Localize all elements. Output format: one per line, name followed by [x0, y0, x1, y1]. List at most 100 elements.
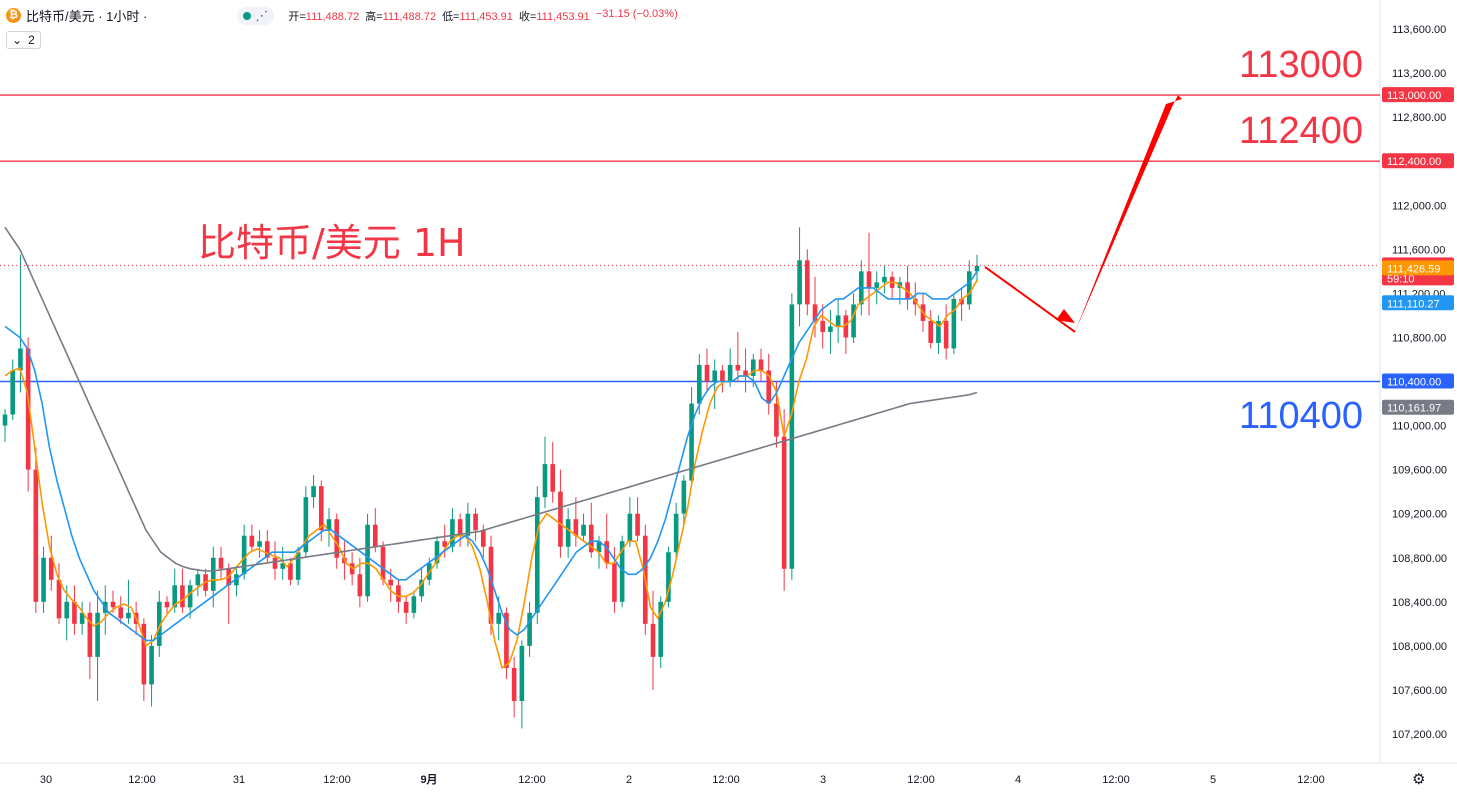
ma-mid-tag: 111,110.27 [1387, 298, 1440, 310]
level-label-110400: 110400 [1239, 395, 1363, 437]
candle-body [249, 535, 255, 547]
candle-body [727, 364, 733, 382]
candle-body [959, 298, 964, 305]
candle-body [95, 612, 100, 657]
candle-body [588, 524, 594, 553]
level-tag-113000-bg [1382, 87, 1454, 103]
candle-body [804, 260, 810, 305]
candle-body [689, 403, 694, 481]
candle-body [457, 519, 463, 536]
y-tick-label: 112,000.00 [1392, 200, 1446, 212]
candle-body [326, 519, 332, 531]
candle-body [18, 348, 23, 371]
candle-body [750, 359, 756, 376]
candle-body [558, 491, 563, 547]
indicator-toggle[interactable]: ⌄ 2 [6, 31, 41, 49]
candle-body [966, 271, 972, 305]
candle-body [542, 464, 548, 498]
candle-body [2, 414, 8, 426]
candle-body [419, 579, 424, 597]
candle-body [496, 612, 502, 624]
symbol-label[interactable]: 比特币/美元 · 1小时 · [26, 9, 148, 24]
gear-icon[interactable]: ⚙ [1412, 771, 1426, 788]
candle-body [465, 513, 471, 536]
candle-body [627, 513, 633, 542]
y-tick-label: 113,600.00 [1392, 24, 1446, 36]
candle-body [473, 513, 478, 531]
candle-body [504, 612, 509, 668]
candle-body [527, 612, 532, 646]
x-tick-label: 12:00 [712, 774, 740, 786]
candle-body [149, 645, 154, 685]
candle-body [774, 403, 779, 437]
y-tick-label: 108,400.00 [1392, 597, 1447, 609]
status-indicators[interactable]: ⋰ [237, 6, 275, 25]
candle-body [357, 574, 363, 597]
x-tick-label: 4 [1015, 774, 1021, 786]
ohlc-readout: 开=111,488.72 高=111,488.72 低=111,453.91 收… [288, 7, 678, 23]
candle-body [882, 276, 887, 283]
candle-body [488, 546, 494, 624]
candle-body [434, 541, 440, 564]
chevron-down-icon: ⌄ [12, 33, 23, 47]
candle-body [928, 320, 934, 343]
candle-body [126, 612, 131, 619]
x-tick-label: 12:00 [907, 774, 935, 786]
candle-body [10, 370, 16, 415]
candle-body [33, 469, 39, 602]
x-tick-label: 12:00 [1297, 774, 1325, 786]
candle-body [696, 364, 702, 404]
candle-body [334, 519, 340, 558]
candle-body [743, 370, 748, 376]
candle-body [195, 574, 201, 586]
share-icon[interactable]: ⋰ [255, 8, 269, 23]
x-tick-label: 5 [1210, 774, 1216, 786]
candle-body [25, 348, 31, 470]
candle-body [110, 601, 116, 608]
ma-slow-tag: 110,161.97 [1387, 403, 1441, 415]
candle-body [704, 364, 710, 382]
candle-body [797, 260, 802, 305]
x-tick-label: 9月 [420, 773, 437, 786]
indicator-count: 2 [28, 33, 35, 47]
y-tick-label: 109,200.00 [1392, 509, 1447, 521]
candle-body [866, 271, 872, 288]
candle-body [365, 524, 370, 597]
x-tick-label: 12:00 [128, 774, 156, 786]
candle-body [565, 519, 571, 547]
candle-body [442, 541, 448, 547]
level-label-112400: 112400 [1239, 110, 1363, 152]
candle-body [403, 601, 409, 613]
candle-body [820, 320, 826, 332]
chart-title: 比特币/美元 1H [198, 221, 466, 265]
candle-body [581, 524, 586, 536]
candle-body [288, 563, 293, 580]
candle-body [480, 530, 486, 547]
y-tick-label: 111,600.00 [1392, 244, 1445, 256]
candle-body [388, 579, 394, 586]
candle-body [936, 320, 941, 343]
candle-body [349, 563, 355, 575]
level-label-113000: 113000 [1239, 44, 1363, 86]
x-tick-label: 12:00 [518, 774, 546, 786]
candle-body [851, 304, 856, 338]
candle-body [48, 557, 54, 580]
forecast-arrowhead-down [1056, 309, 1075, 323]
candle-body [511, 667, 517, 701]
candle-body [218, 557, 224, 569]
candle-body [681, 480, 687, 514]
x-tick-label: 12:00 [1102, 774, 1130, 786]
candle-body [450, 519, 455, 547]
level-tag-112400-bg [1382, 153, 1454, 169]
candle-body [635, 513, 640, 536]
candle-body [712, 370, 718, 382]
level-tag-110400-bg [1382, 373, 1454, 389]
y-tick-label: 107,600.00 [1392, 685, 1447, 697]
ma-mid-line [4, 270, 978, 642]
candle-body [280, 563, 286, 569]
last-price-tag-countdown: 59:10 [1387, 273, 1415, 285]
candle-body [789, 304, 795, 569]
x-tick-label: 12:00 [323, 774, 351, 786]
candle-body [180, 585, 185, 608]
